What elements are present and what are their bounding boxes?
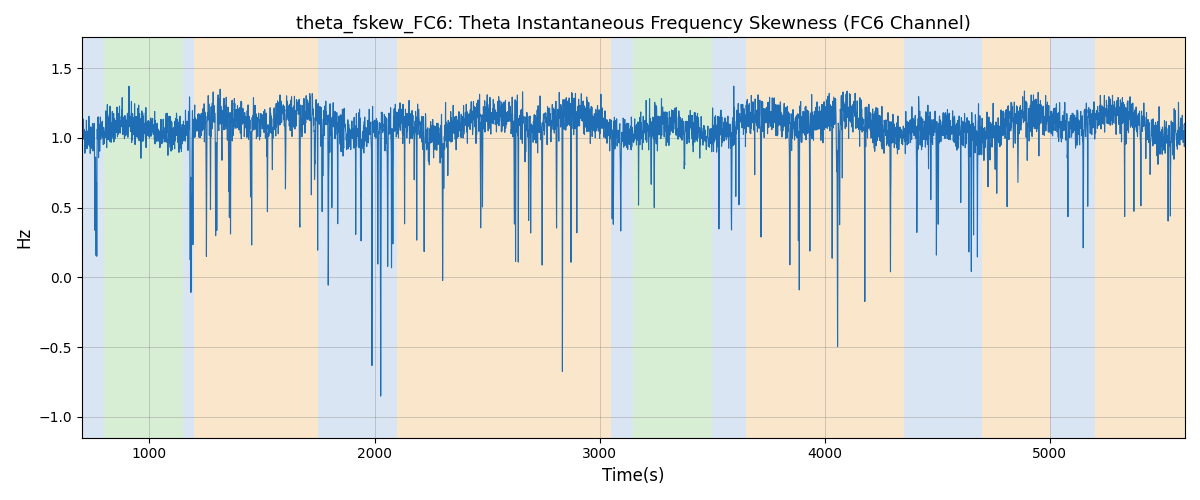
- Bar: [746, 38, 904, 438]
- X-axis label: Time(s): Time(s): [602, 467, 665, 485]
- Bar: [1050, 38, 1094, 438]
- Bar: [184, 38, 194, 438]
- Title: theta_fskew_FC6: Theta Instantaneous Frequency Skewness (FC6 Channel): theta_fskew_FC6: Theta Instantaneous Fre…: [296, 15, 971, 34]
- Bar: [397, 38, 611, 438]
- Bar: [194, 38, 318, 438]
- Y-axis label: Hz: Hz: [14, 227, 32, 248]
- Bar: [983, 38, 1050, 438]
- Bar: [1094, 38, 1186, 438]
- Bar: [904, 38, 983, 438]
- Bar: [713, 38, 746, 438]
- Bar: [104, 38, 184, 438]
- Bar: [634, 38, 713, 438]
- Bar: [611, 38, 634, 438]
- Bar: [318, 38, 397, 438]
- Bar: [82, 38, 104, 438]
